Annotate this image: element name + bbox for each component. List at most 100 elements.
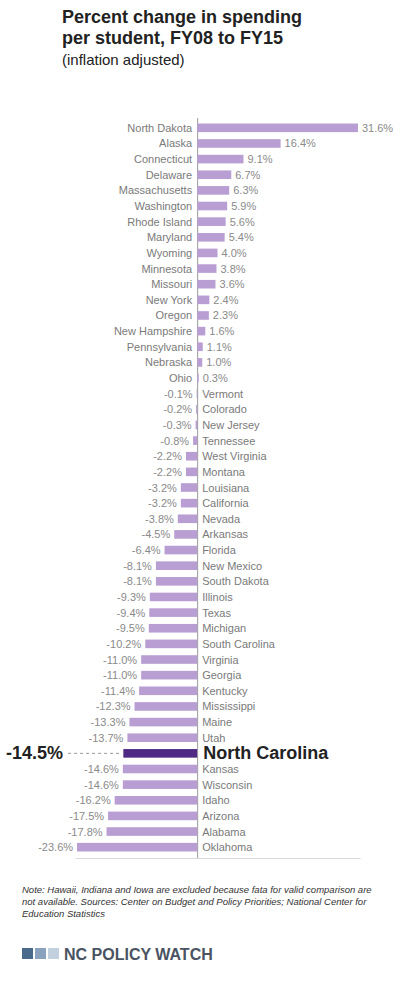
category-label: Alabama	[202, 826, 246, 838]
note-line: Education Statistics	[22, 908, 105, 919]
bar	[107, 827, 198, 836]
bar	[174, 530, 197, 539]
bar	[181, 499, 197, 508]
category-label: Connecticut	[134, 153, 192, 165]
value-label: -4.5%	[141, 528, 170, 540]
bar	[197, 327, 205, 336]
value-label: -8.1%	[123, 560, 152, 572]
category-label: South Dakota	[202, 575, 270, 587]
value-label: -3.8%	[145, 513, 174, 525]
category-label: Wisconsin	[202, 779, 252, 791]
bar	[141, 655, 197, 664]
value-label: -11.0%	[103, 654, 137, 666]
category-label: Kansas	[202, 763, 239, 775]
bar	[196, 421, 198, 430]
category-label: Delaware	[146, 169, 192, 181]
category-label: Illinois	[202, 591, 233, 603]
zero-line	[197, 118, 198, 858]
bar	[156, 577, 197, 586]
category-label: Tennessee	[202, 435, 255, 447]
bar	[150, 593, 197, 602]
bar	[149, 608, 197, 617]
bar	[186, 452, 197, 461]
chart-title-line: per student, FY08 to FY15	[62, 28, 283, 48]
chart-title-line: Percent change in spending	[62, 7, 302, 27]
value-label: -3.2%	[148, 497, 177, 509]
category-label: Arkansas	[202, 528, 248, 540]
category-label: Michigan	[202, 622, 246, 634]
bar	[197, 233, 224, 242]
category-label: Vermont	[202, 388, 243, 400]
bar	[181, 483, 197, 492]
value-label: 1.1%	[207, 341, 232, 353]
category-label: South Carolina	[202, 638, 276, 650]
bar	[197, 296, 209, 305]
value-label: -11.4%	[101, 685, 135, 697]
bar	[193, 436, 197, 445]
value-label: 5.4%	[229, 231, 254, 243]
bar	[123, 749, 197, 758]
value-label: -0.3%	[163, 419, 192, 431]
value-label: 3.8%	[220, 263, 245, 275]
value-label: 9.1%	[247, 153, 272, 165]
category-label: Idaho	[202, 794, 230, 806]
category-label: Maine	[202, 716, 232, 728]
value-label: -0.8%	[160, 435, 189, 447]
category-label: Mississippi	[202, 700, 255, 712]
chart-svg: Percent change in spendingper student, F…	[0, 0, 400, 981]
note-line: Note: Hawaii, Indiana and Iowa are exclu…	[22, 884, 372, 895]
value-label: 5.9%	[231, 200, 256, 212]
value-label: -8.1%	[123, 575, 152, 587]
category-label: North Dakota	[127, 122, 193, 134]
value-label: -0.1%	[164, 388, 193, 400]
category-label: Arizona	[202, 810, 240, 822]
value-label: -17.8%	[68, 826, 103, 838]
chart-subtitle: (inflation adjusted)	[62, 51, 185, 68]
bar	[156, 561, 197, 570]
category-label: Rhode Island	[127, 216, 192, 228]
value-label: -14.6%	[84, 763, 119, 775]
bar	[186, 468, 197, 477]
highlight-leader	[68, 753, 120, 754]
x-axis	[76, 118, 361, 859]
category-label: Montana	[202, 466, 246, 478]
value-label: -11.0%	[103, 669, 137, 681]
bar	[197, 186, 229, 195]
value-label: 31.6%	[362, 122, 393, 134]
bars	[77, 124, 358, 852]
category-label: Ohio	[169, 372, 192, 384]
bar	[139, 686, 197, 695]
value-label: 6.7%	[235, 169, 260, 181]
value-label: -9.4%	[117, 607, 146, 619]
highlight-value-label: -14.5%	[6, 743, 63, 763]
value-label: 5.6%	[230, 216, 255, 228]
value-label: 4.0%	[222, 247, 247, 259]
bar	[108, 812, 197, 821]
category-label: Washington	[134, 200, 192, 212]
bar	[77, 843, 197, 852]
bar	[115, 796, 197, 805]
chart-title: Percent change in spendingper student, F…	[62, 7, 302, 48]
brand-logo: NC POLICY WATCH	[22, 946, 213, 963]
category-label: Wyoming	[146, 247, 192, 259]
bar	[127, 733, 197, 742]
value-label: -23.6%	[38, 841, 73, 853]
value-label: 16.4%	[285, 137, 316, 149]
bar	[197, 358, 202, 367]
bar	[197, 280, 215, 289]
note: Note: Hawaii, Indiana and Iowa are exclu…	[22, 884, 372, 919]
category-label: Utah	[202, 732, 225, 744]
bar	[123, 780, 197, 789]
chart-container: Percent change in spendingper student, F…	[0, 0, 400, 981]
value-label: -14.6%	[84, 779, 119, 791]
category-label: New York	[146, 294, 193, 306]
logo-block	[48, 948, 59, 959]
category-label: Oklahoma	[202, 841, 253, 853]
value-label: -0.2%	[163, 403, 192, 415]
bar	[197, 170, 231, 179]
bar	[197, 155, 243, 164]
value-label: 1.0%	[206, 356, 231, 368]
bar	[197, 202, 227, 211]
value-label: -9.3%	[117, 591, 146, 603]
category-label: Kentucky	[202, 685, 248, 697]
